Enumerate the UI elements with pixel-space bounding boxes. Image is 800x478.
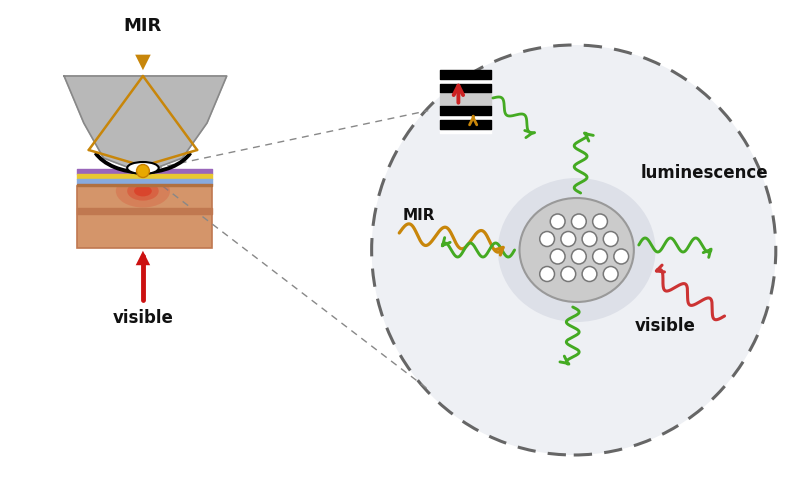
Ellipse shape (127, 181, 158, 201)
Circle shape (603, 231, 618, 247)
Text: visible: visible (113, 309, 174, 327)
Circle shape (550, 249, 565, 264)
Circle shape (561, 231, 576, 247)
Ellipse shape (127, 162, 158, 174)
Circle shape (137, 164, 150, 177)
Circle shape (540, 267, 554, 282)
Ellipse shape (519, 198, 634, 302)
Circle shape (593, 214, 607, 229)
Polygon shape (64, 76, 226, 173)
Circle shape (582, 267, 597, 282)
FancyBboxPatch shape (77, 186, 212, 248)
Text: visible: visible (635, 317, 696, 335)
Text: MIR: MIR (402, 208, 434, 224)
Circle shape (571, 249, 586, 264)
Circle shape (550, 214, 565, 229)
Circle shape (582, 231, 597, 247)
Circle shape (540, 231, 554, 247)
Circle shape (571, 214, 586, 229)
Circle shape (603, 267, 618, 282)
Circle shape (372, 45, 776, 455)
Circle shape (614, 249, 629, 264)
Ellipse shape (498, 178, 655, 322)
Text: MIR: MIR (124, 17, 162, 35)
Circle shape (593, 249, 607, 264)
Text: luminescence: luminescence (641, 164, 768, 182)
Ellipse shape (134, 185, 152, 196)
Circle shape (561, 267, 576, 282)
Ellipse shape (116, 174, 170, 207)
